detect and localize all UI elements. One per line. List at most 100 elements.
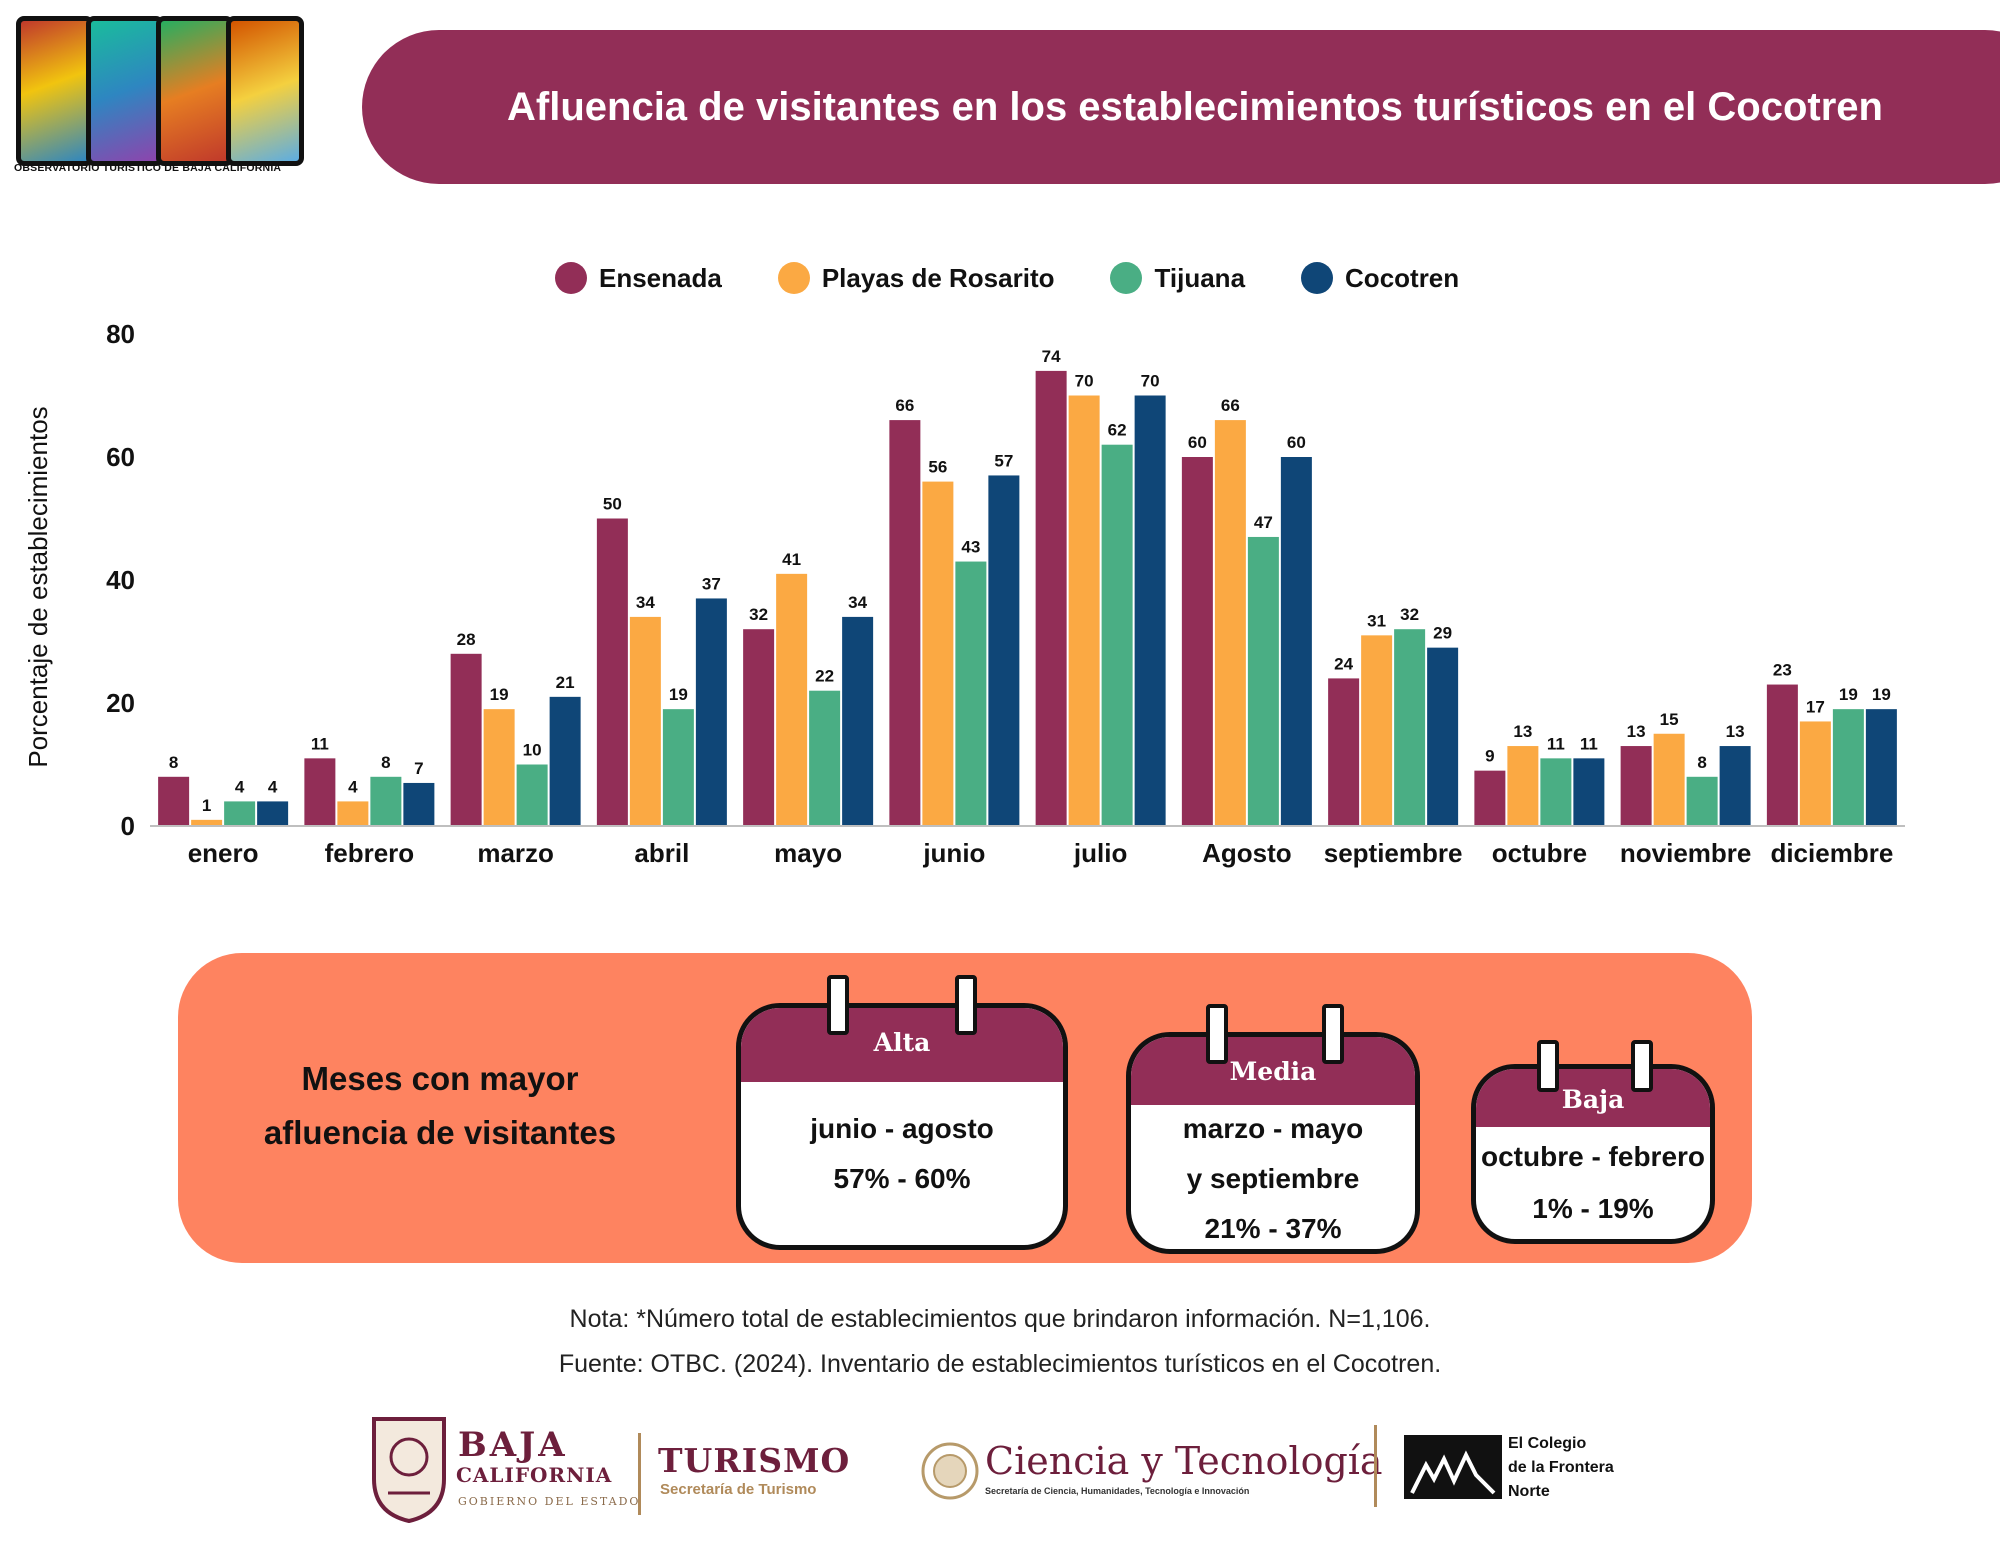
bar [1573, 758, 1605, 826]
logo-letter-o [16, 16, 94, 166]
otbc-logo-letters [10, 8, 310, 166]
bar [889, 420, 921, 826]
x-tick-label: julio [1073, 838, 1127, 868]
bar [1865, 709, 1897, 826]
bar [1134, 395, 1166, 826]
bar-value-label: 11 [1580, 734, 1598, 753]
legend-item-playas-de-rosarito: Playas de Rosarito [777, 262, 1055, 294]
calendar-baja-body: Baja octubre - febrero 1% - 19% [1471, 1064, 1715, 1244]
legend-item-tijuana: Tijuana [1110, 262, 1245, 294]
bar [629, 616, 661, 826]
bar [224, 801, 256, 826]
bar-value-label: 43 [961, 538, 980, 557]
bar [1686, 776, 1718, 826]
y-tick-label: 40 [106, 565, 135, 595]
legend-dot-cocotren [1301, 262, 1334, 294]
bar-value-label: 19 [490, 685, 509, 704]
x-tick-label: Agosto [1202, 838, 1292, 868]
bar-value-label: 8 [381, 753, 390, 772]
y-tick-label: 20 [106, 688, 135, 718]
bar [1328, 678, 1360, 826]
panel-heading-line2: afluencia de visitantes [263, 1114, 617, 1151]
bar-value-label: 34 [636, 593, 655, 612]
bar-value-label: 70 [1141, 372, 1160, 391]
legend-label: Tijuana [1154, 262, 1246, 293]
bar [1394, 629, 1426, 826]
calendar-media-months: marzo - mayo [1182, 1113, 1364, 1144]
bar [1068, 395, 1100, 826]
bar-value-label: 9 [1485, 747, 1494, 766]
bar-value-label: 74 [1042, 347, 1061, 366]
bar-value-label: 24 [1334, 654, 1353, 673]
bar [370, 776, 402, 826]
bar [1540, 758, 1572, 826]
bar [1214, 420, 1246, 826]
y-tick-label: 80 [106, 319, 135, 349]
bar-value-label: 4 [268, 777, 278, 796]
bar-value-label: 13 [1726, 722, 1745, 741]
bar-value-label: 13 [1513, 722, 1532, 741]
bc-name-line2: CALIFORNIA [456, 1463, 613, 1487]
x-tick-label: abril [634, 838, 689, 868]
bar [1507, 746, 1539, 826]
calendar-ring-icon [1206, 1004, 1228, 1064]
baja-california-shield-icon [372, 1417, 446, 1524]
legend-label: Playas de Rosarito [821, 262, 1055, 293]
bar [596, 518, 628, 826]
calendar-ring-icon [827, 975, 849, 1035]
footer-divider [1374, 1425, 1377, 1507]
bar-value-label: 37 [702, 574, 721, 593]
bar-value-label: 57 [994, 451, 1013, 470]
y-tick-label: 0 [121, 811, 135, 841]
calendar-baja-months: octubre - febrero [1480, 1141, 1706, 1172]
bar [1181, 457, 1213, 826]
bar [257, 801, 289, 826]
bar-value-label: 7 [414, 759, 423, 778]
x-tick-label: febrero [325, 838, 415, 868]
bar [922, 481, 954, 826]
bar-value-label: 62 [1108, 421, 1127, 440]
bar [1766, 684, 1798, 826]
calendar-media-label: Media [1229, 1057, 1317, 1086]
bar-value-label: 60 [1188, 433, 1207, 452]
bar-value-label: 32 [749, 605, 768, 624]
bar-value-label: 17 [1806, 697, 1825, 716]
logo-letter-b [156, 16, 234, 166]
chart-legend: Ensenada Playas de Rosarito Tijuana Coco… [555, 258, 1515, 298]
page-title: Afluencia de visitantes en los estableci… [507, 85, 1883, 129]
source-text: Fuente: OTBC. (2024). Inventario de esta… [558, 1350, 1442, 1378]
bar-value-label: 4 [235, 777, 245, 796]
calendar-baja-range: 1% - 19% [1532, 1193, 1654, 1224]
bar-value-label: 4 [348, 777, 358, 796]
bar [776, 573, 808, 826]
x-tick-label: noviembre [1620, 838, 1752, 868]
calendar-alta: Alta junio - agosto 57% - 60% [736, 975, 1068, 1250]
bc-name-line3: GOBIERNO DEL ESTADO [458, 1495, 641, 1508]
bar-value-label: 22 [815, 667, 834, 686]
legend-dot-tijuana [1110, 262, 1143, 294]
bar-value-label: 31 [1367, 611, 1386, 630]
x-tick-label: diciembre [1770, 838, 1893, 868]
legend-label: Cocotren [1345, 262, 1460, 293]
title-banner [362, 30, 2000, 184]
bar [1832, 709, 1864, 826]
panel-heading-line1: Meses con mayor [301, 1060, 579, 1097]
bar-value-label: 19 [669, 685, 688, 704]
bar [743, 629, 775, 826]
bar [842, 616, 874, 826]
bar-value-label: 23 [1773, 661, 1792, 680]
calendar-ring-icon [1537, 1040, 1559, 1092]
bar [191, 819, 223, 826]
bar-value-label: 8 [1697, 753, 1706, 772]
footer-logos: BAJA CALIFORNIA GOBIERNO DEL ESTADO TURI… [0, 1405, 2000, 1545]
bar-value-label: 66 [1221, 396, 1240, 415]
legend-dot-ensenada [555, 262, 587, 294]
calendar-alta-label: Alta [873, 1028, 931, 1057]
calendar-alta-range: 57% - 60% [833, 1163, 971, 1194]
bar [1474, 770, 1506, 826]
national-seal-icon [921, 1442, 979, 1500]
x-tick-label: septiembre [1324, 838, 1463, 868]
calendar-media-range: 21% - 37% [1204, 1213, 1342, 1244]
bar [549, 696, 581, 826]
bar-value-label: 19 [1872, 685, 1891, 704]
